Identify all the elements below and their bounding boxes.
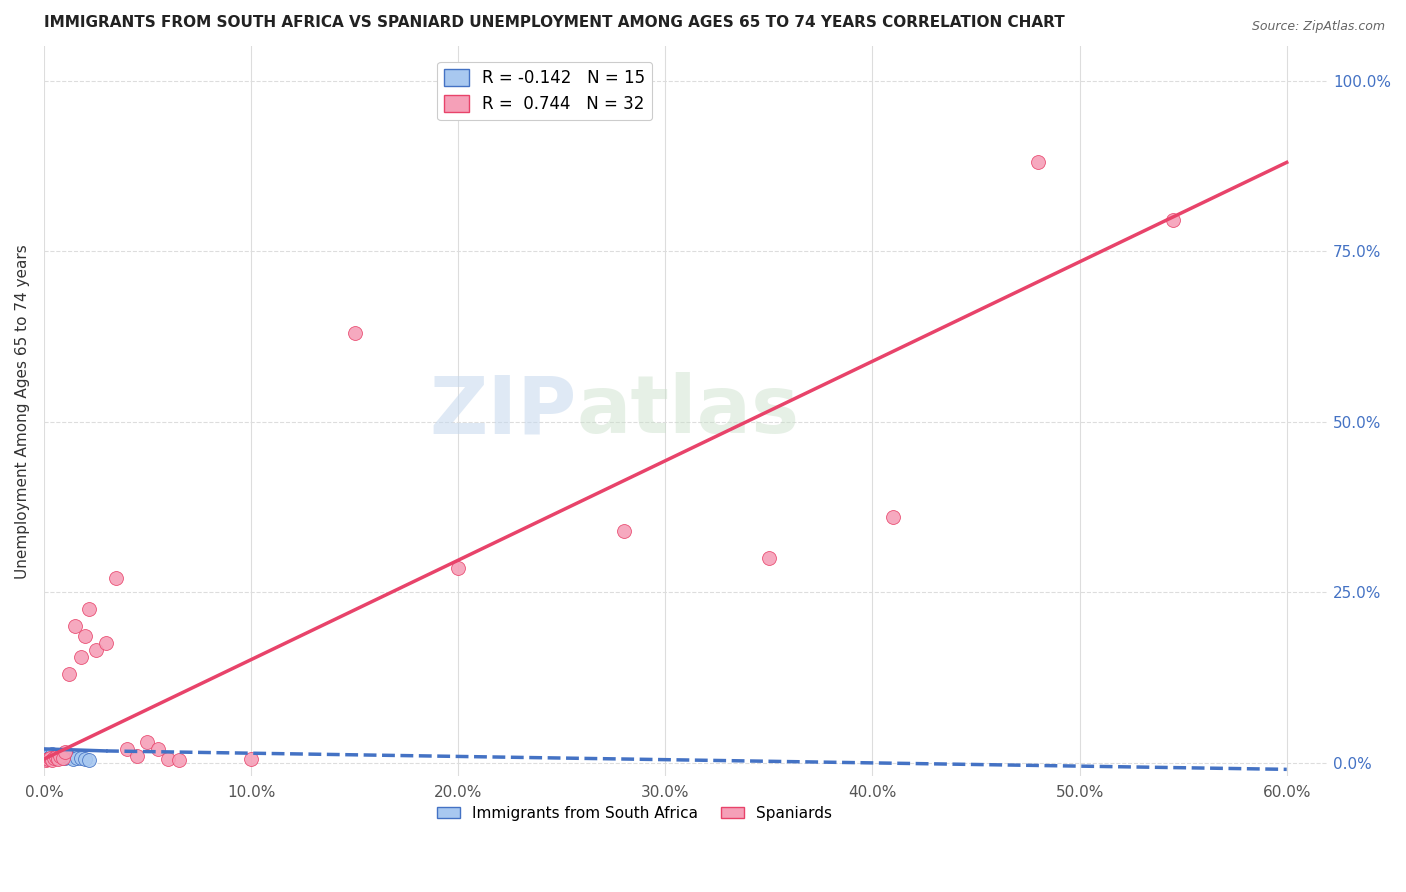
Text: Source: ZipAtlas.com: Source: ZipAtlas.com (1251, 20, 1385, 33)
Point (58, 666, 80, 681)
Point (343, 326, 366, 340)
Point (75, 752, 97, 766)
Point (66, 751, 89, 765)
Point (51, 751, 73, 765)
Point (79, 602, 101, 616)
Point (49, 747, 72, 762)
Point (127, 748, 149, 763)
Point (63, 619, 86, 633)
Point (157, 752, 180, 766)
Point (35, 752, 58, 766)
Point (115, 742, 138, 756)
Point (49, 748, 72, 763)
Text: atlas: atlas (576, 372, 800, 450)
Point (882, 510, 904, 524)
Point (146, 742, 169, 756)
Point (39, 751, 62, 765)
Point (75, 629, 97, 643)
Point (53, 745, 76, 759)
Point (44, 751, 66, 765)
Point (167, 754, 190, 768)
Point (1161, 213, 1184, 227)
Point (613, 524, 636, 538)
Point (70, 649, 93, 664)
Text: ZIP: ZIP (430, 372, 576, 450)
Point (39, 750, 62, 764)
Point (1026, 155, 1049, 169)
Point (35, 753, 58, 767)
Point (105, 571, 128, 585)
Point (136, 735, 159, 749)
Point (240, 752, 263, 766)
Point (53, 751, 76, 765)
Point (48, 752, 70, 766)
Point (758, 550, 780, 565)
Point (44, 751, 66, 765)
Point (447, 561, 470, 575)
Point (45, 749, 67, 764)
Legend: Immigrants from South Africa, Spaniards: Immigrants from South Africa, Spaniards (430, 800, 838, 827)
Point (79, 753, 101, 767)
Point (84, 643, 107, 657)
Point (70, 751, 93, 765)
Point (94, 636, 117, 650)
Y-axis label: Unemployment Among Ages 65 to 74 years: Unemployment Among Ages 65 to 74 years (15, 244, 30, 579)
Point (41, 754, 63, 768)
Point (37, 752, 59, 766)
Point (37, 748, 59, 763)
Point (62, 752, 84, 766)
Point (41, 747, 63, 762)
Text: IMMIGRANTS FROM SOUTH AFRICA VS SPANIARD UNEMPLOYMENT AMONG AGES 65 TO 74 YEARS : IMMIGRANTS FROM SOUTH AFRICA VS SPANIARD… (44, 15, 1064, 30)
Point (45, 750, 67, 764)
Point (58, 750, 80, 764)
Point (48, 751, 70, 765)
